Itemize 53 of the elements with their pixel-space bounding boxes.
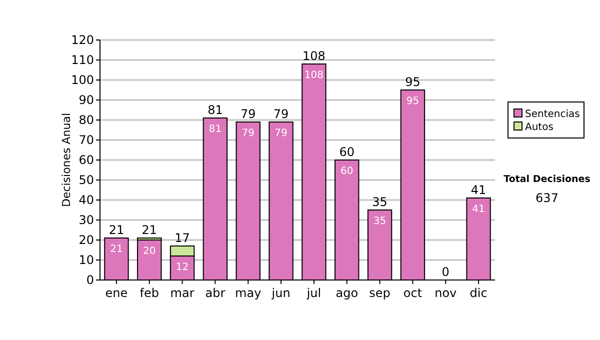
x-tick-label: ene bbox=[105, 286, 128, 300]
x-tick-label: ago bbox=[336, 286, 358, 300]
y-tick-label: 70 bbox=[78, 133, 94, 147]
y-tick-label: 60 bbox=[78, 153, 94, 167]
y-axis-title: Decisiones Anual bbox=[60, 112, 73, 208]
data-label: 21 bbox=[110, 244, 123, 255]
data-label: 41 bbox=[472, 204, 485, 215]
data-label: 79 bbox=[274, 128, 288, 139]
x-tick-label: jun bbox=[270, 286, 290, 300]
total-label: 41 bbox=[470, 183, 486, 197]
total-label: 21 bbox=[142, 223, 158, 237]
data-label: 12 bbox=[176, 262, 189, 273]
legend-label: Sentencias bbox=[525, 109, 580, 120]
y-tick-label: 100 bbox=[71, 73, 94, 87]
x-tick-label: nov bbox=[434, 286, 457, 300]
total-label: 0 bbox=[442, 265, 450, 279]
y-tick-label: 40 bbox=[78, 193, 94, 207]
data-label: 20 bbox=[143, 246, 156, 257]
total-label: 95 bbox=[405, 75, 420, 89]
data-label: 108 bbox=[304, 70, 324, 81]
total-label: 60 bbox=[339, 145, 355, 159]
total-label: 81 bbox=[208, 103, 223, 117]
total-label: 79 bbox=[273, 107, 289, 121]
y-tick-label: 10 bbox=[78, 253, 94, 267]
total-label: 21 bbox=[108, 223, 124, 237]
y-tick-label: 30 bbox=[78, 213, 94, 227]
y-tick-label: 0 bbox=[86, 273, 94, 287]
data-label: 60 bbox=[340, 166, 354, 177]
total-label: 35 bbox=[372, 195, 388, 209]
text: Total Decisiones bbox=[504, 174, 591, 185]
x-tick-label: dic bbox=[470, 286, 488, 300]
x-tick-label: oct bbox=[403, 286, 422, 300]
x-tick-label: jul bbox=[306, 286, 322, 300]
data-label: 95 bbox=[406, 96, 420, 107]
data-label: 79 bbox=[242, 128, 254, 139]
x-tick-label: mar bbox=[170, 286, 194, 300]
y-tick-label: 20 bbox=[78, 233, 94, 247]
legend-label: Autos bbox=[525, 122, 554, 133]
data-label: 35 bbox=[373, 216, 386, 227]
y-tick-label: 120 bbox=[71, 33, 94, 47]
total-label: 17 bbox=[174, 231, 190, 245]
data-label: 81 bbox=[208, 124, 222, 135]
y-tick-label: 80 bbox=[78, 113, 94, 127]
x-tick-label: may bbox=[235, 286, 262, 300]
y-tick-label: 110 bbox=[71, 53, 94, 67]
total-label: 108 bbox=[302, 49, 326, 63]
total-label: 79 bbox=[240, 107, 256, 121]
text: 637 bbox=[536, 191, 558, 205]
y-tick-label: 90 bbox=[78, 93, 94, 107]
y-tick-label: 50 bbox=[78, 173, 94, 187]
x-tick-label: sep bbox=[369, 286, 390, 300]
x-tick-label: abr bbox=[205, 286, 226, 300]
x-tick-label: feb bbox=[140, 286, 159, 300]
